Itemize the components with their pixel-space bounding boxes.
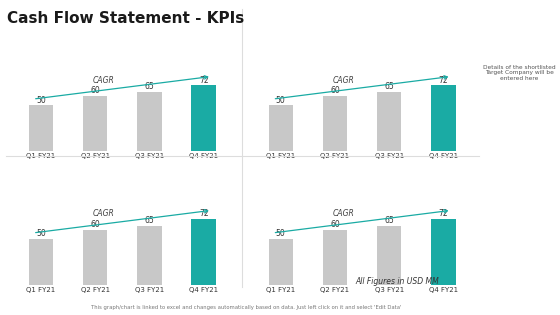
Bar: [323, 96, 347, 151]
Text: Details of the shortlisted
Target Company will be
entered here: Details of the shortlisted Target Compan…: [483, 65, 556, 81]
Text: All Figures in USD MM: All Figures in USD MM: [356, 278, 440, 286]
Text: 50: 50: [276, 229, 286, 238]
Text: CAGR: CAGR: [92, 209, 114, 218]
Text: 50: 50: [36, 229, 46, 238]
Bar: [323, 230, 347, 285]
Bar: [29, 239, 53, 285]
Text: 65: 65: [144, 82, 155, 91]
Text: 72: 72: [199, 76, 208, 84]
Text: 65: 65: [384, 216, 394, 225]
Bar: [377, 92, 402, 151]
Bar: [137, 226, 162, 285]
Text: Operations: Operations: [35, 168, 79, 174]
FancyBboxPatch shape: [249, 29, 272, 46]
Text: 50: 50: [276, 95, 286, 105]
Text: 65: 65: [144, 216, 155, 225]
Bar: [431, 219, 456, 285]
Text: 65: 65: [384, 82, 394, 91]
Bar: [83, 96, 108, 151]
Text: 60: 60: [90, 86, 100, 95]
Bar: [192, 219, 216, 285]
FancyBboxPatch shape: [249, 163, 272, 180]
Text: This graph/chart is linked to excel and changes automatically based on data. Jus: This graph/chart is linked to excel and …: [91, 305, 402, 310]
Text: Financing Activities: Financing Activities: [275, 168, 353, 174]
Bar: [268, 106, 293, 151]
Bar: [377, 226, 402, 285]
Text: 60: 60: [90, 220, 100, 229]
Text: 50: 50: [36, 95, 46, 105]
Bar: [431, 85, 456, 151]
Text: ■: ■: [257, 168, 264, 174]
FancyBboxPatch shape: [9, 29, 32, 46]
Text: CAGR: CAGR: [92, 76, 114, 84]
FancyBboxPatch shape: [9, 163, 32, 180]
Text: ■: ■: [17, 168, 24, 174]
Text: CAGR: CAGR: [332, 76, 354, 84]
Text: Cash Flow Statement - KPIs: Cash Flow Statement - KPIs: [7, 11, 244, 26]
Bar: [137, 92, 162, 151]
Bar: [83, 230, 108, 285]
Text: ■: ■: [17, 34, 24, 40]
Text: 72: 72: [438, 209, 448, 218]
Text: ■: ■: [257, 34, 264, 40]
Bar: [192, 85, 216, 151]
Text: Net Increase in Cash: Net Increase in Cash: [275, 34, 357, 40]
Text: 60: 60: [330, 220, 340, 229]
Text: 72: 72: [199, 209, 208, 218]
Text: CAGR: CAGR: [332, 209, 354, 218]
Text: Investing Activities: Investing Activities: [35, 34, 113, 40]
Text: 72: 72: [438, 76, 448, 84]
Bar: [268, 239, 293, 285]
Text: 60: 60: [330, 86, 340, 95]
Bar: [29, 106, 53, 151]
